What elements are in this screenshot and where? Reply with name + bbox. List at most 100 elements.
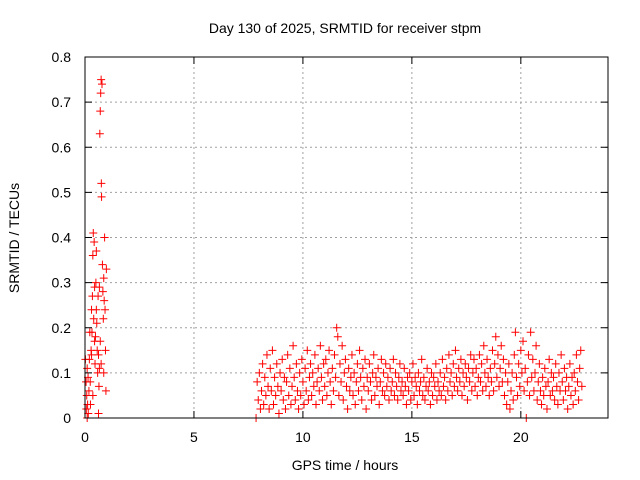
data-point xyxy=(371,373,380,382)
data-point xyxy=(98,287,107,296)
data-point xyxy=(84,386,93,395)
data-point xyxy=(365,359,374,368)
data-point xyxy=(381,359,390,368)
data-point xyxy=(449,359,458,368)
data-point xyxy=(91,278,100,287)
data-point xyxy=(541,382,550,391)
data-point xyxy=(254,395,263,404)
data-point xyxy=(390,391,399,400)
data-point xyxy=(302,386,311,395)
data-point xyxy=(513,391,522,400)
data-point xyxy=(426,400,435,409)
data-point xyxy=(82,404,91,413)
data-point xyxy=(459,368,468,377)
data-point xyxy=(268,346,277,355)
data-point xyxy=(487,377,496,386)
data-point xyxy=(373,382,382,391)
data-point xyxy=(488,346,497,355)
data-point xyxy=(516,346,525,355)
data-point xyxy=(521,364,530,373)
data-point xyxy=(329,386,338,395)
data-point xyxy=(437,391,446,400)
data-point xyxy=(333,332,342,341)
data-point xyxy=(84,409,93,418)
data-point xyxy=(89,228,98,237)
data-point xyxy=(537,400,546,409)
data-point xyxy=(524,350,533,359)
data-point xyxy=(352,377,361,386)
data-point xyxy=(295,368,304,377)
data-point xyxy=(294,404,303,413)
data-point xyxy=(270,373,279,382)
data-point xyxy=(319,359,328,368)
data-point xyxy=(484,373,493,382)
data-point xyxy=(406,395,415,404)
data-point xyxy=(83,364,92,373)
data-point xyxy=(262,350,271,359)
data-point xyxy=(398,377,407,386)
data-point xyxy=(544,377,553,386)
data-point xyxy=(417,355,426,364)
data-point xyxy=(511,328,520,337)
data-point xyxy=(507,386,516,395)
data-point xyxy=(548,386,557,395)
data-point xyxy=(320,382,329,391)
data-point xyxy=(492,373,501,382)
data-point xyxy=(388,377,397,386)
data-point xyxy=(400,364,409,373)
x-tick-label: 15 xyxy=(404,429,420,445)
data-point xyxy=(389,355,398,364)
data-point xyxy=(89,314,98,323)
data-point xyxy=(298,377,307,386)
data-point xyxy=(100,296,109,305)
data-point xyxy=(369,350,378,359)
y-tick-label: 0.1 xyxy=(52,365,72,381)
data-point xyxy=(90,238,99,247)
data-point xyxy=(99,314,108,323)
data-point xyxy=(499,355,508,364)
data-point xyxy=(273,382,282,391)
data-point xyxy=(290,373,299,382)
data-point xyxy=(569,400,578,409)
data-point xyxy=(101,346,110,355)
data-point xyxy=(95,364,104,373)
data-point xyxy=(384,395,393,404)
data-point xyxy=(337,377,346,386)
data-point xyxy=(560,364,569,373)
data-point xyxy=(495,382,504,391)
data-point xyxy=(559,395,568,404)
data-point xyxy=(574,395,583,404)
data-point xyxy=(358,364,367,373)
data-point xyxy=(339,395,348,404)
data-point xyxy=(391,368,400,377)
data-point xyxy=(420,395,429,404)
data-point xyxy=(455,377,464,386)
data-point xyxy=(473,391,482,400)
data-point xyxy=(355,346,364,355)
data-point xyxy=(440,373,449,382)
data-point xyxy=(341,355,350,364)
data-point xyxy=(278,355,287,364)
data-point xyxy=(416,377,425,386)
data-point xyxy=(504,359,513,368)
data-point xyxy=(347,350,356,359)
data-point xyxy=(526,328,535,337)
data-point xyxy=(546,391,555,400)
data-point xyxy=(261,391,270,400)
data-point xyxy=(502,400,511,409)
data-point xyxy=(424,386,433,395)
data-point xyxy=(317,373,326,382)
data-point xyxy=(281,404,290,413)
data-point xyxy=(454,364,463,373)
data-point xyxy=(88,251,97,260)
data-point xyxy=(315,386,324,395)
data-point xyxy=(496,364,505,373)
data-point xyxy=(376,377,385,386)
data-point xyxy=(457,391,466,400)
x-tick-label: 20 xyxy=(513,429,529,445)
data-point xyxy=(447,368,456,377)
data-point xyxy=(478,386,487,395)
data-point xyxy=(566,391,575,400)
data-point xyxy=(395,359,404,368)
data-point xyxy=(291,395,300,404)
